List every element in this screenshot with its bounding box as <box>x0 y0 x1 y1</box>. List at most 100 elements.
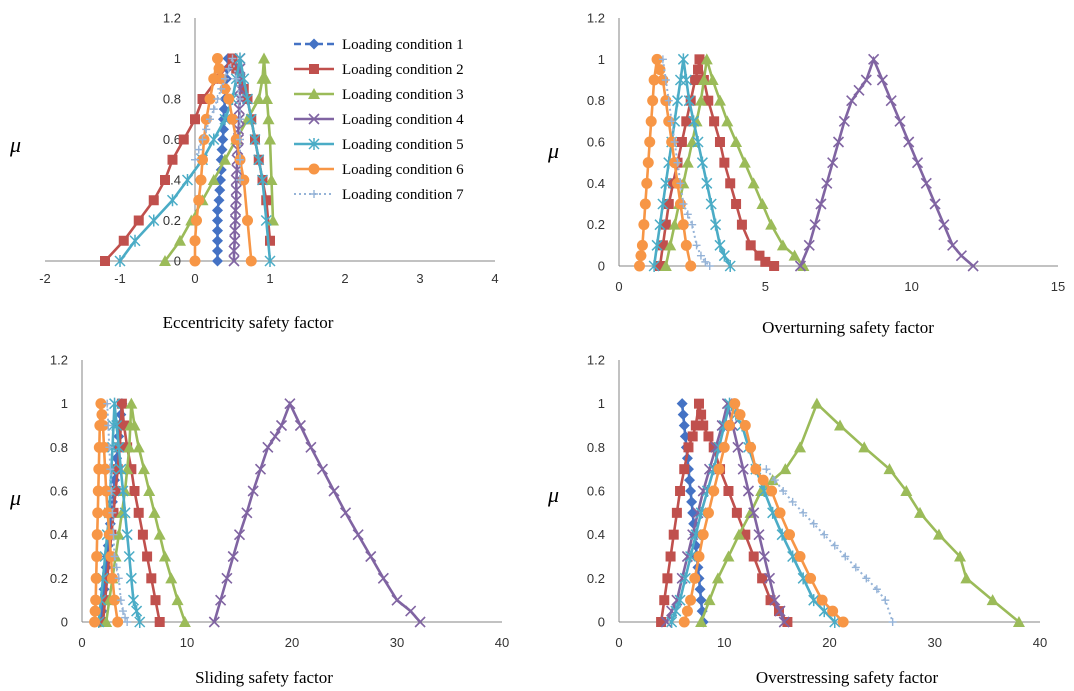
data-point <box>236 135 244 144</box>
data-point <box>677 409 689 421</box>
data-point <box>223 93 235 105</box>
data-point <box>666 616 678 628</box>
data-point <box>195 174 207 186</box>
data-point <box>229 214 242 227</box>
data-point <box>656 617 667 627</box>
data-point <box>648 74 660 86</box>
y-tick-label: 0.6 <box>587 135 605 150</box>
x-tick-label: 20 <box>822 635 836 650</box>
data-point <box>688 115 700 128</box>
data-point <box>681 116 692 127</box>
data-point <box>647 95 659 107</box>
data-point <box>724 260 736 272</box>
series-6 <box>678 398 849 628</box>
data-point <box>816 594 828 606</box>
legend-item: Loading condition 7 <box>294 187 464 203</box>
data-point <box>414 616 426 628</box>
data-point <box>853 84 865 96</box>
chart-panel-4: 0 10 20 30 40 0 0.2 0.4 0.6 0.8 1 1.2 μ Overstressing… <box>547 353 1047 688</box>
legend-marker <box>308 138 320 150</box>
data-point <box>758 550 770 563</box>
data-point <box>799 508 808 517</box>
data-point <box>774 507 786 519</box>
legend-marker <box>308 88 320 99</box>
data-point <box>97 420 109 431</box>
data-point <box>719 157 730 168</box>
data-point <box>757 573 768 584</box>
data-point <box>214 184 226 196</box>
data-point <box>238 72 250 85</box>
data-point <box>111 419 123 432</box>
data-point <box>729 398 741 410</box>
data-point <box>671 507 682 518</box>
data-point <box>109 530 118 539</box>
data-point <box>146 573 157 584</box>
data-point <box>275 419 288 432</box>
legend-label: Loading condition 3 <box>342 87 464 103</box>
data-point <box>664 96 673 105</box>
legend: Loading condition 1 Loading condition 2 Lo… <box>294 37 464 203</box>
x-tick-label: 0 <box>191 271 198 286</box>
legend-label: Loading condition 6 <box>342 162 464 178</box>
data-point <box>294 419 306 432</box>
data-point <box>724 420 736 431</box>
data-point <box>659 260 672 271</box>
data-point <box>103 399 112 408</box>
y-axis-label: μ <box>547 482 559 507</box>
data-point <box>723 486 734 496</box>
data-point <box>678 420 690 431</box>
series-line <box>799 55 974 267</box>
data-point <box>677 219 689 231</box>
data-point <box>894 115 906 127</box>
data-point <box>885 95 897 107</box>
data-point <box>635 250 647 262</box>
data-point <box>762 465 771 474</box>
legend-label: Loading condition 7 <box>342 187 464 203</box>
data-point <box>788 497 797 506</box>
data-point <box>692 241 701 250</box>
data-point <box>228 54 237 63</box>
data-point <box>90 572 102 584</box>
data-point <box>123 550 135 563</box>
data-point <box>714 137 725 147</box>
y-tick-label: 0.6 <box>50 484 68 499</box>
data-point <box>249 133 261 146</box>
data-point <box>133 507 144 518</box>
x-tick-label: 2 <box>341 271 348 286</box>
y-tick-label: 0.6 <box>163 132 181 147</box>
data-point <box>127 594 139 607</box>
data-point <box>160 175 170 185</box>
x-tick-label: 10 <box>904 279 918 294</box>
data-point <box>247 485 259 497</box>
data-point <box>213 63 225 75</box>
data-point <box>830 541 839 550</box>
data-point <box>827 605 839 617</box>
data-point <box>213 194 225 206</box>
series-line <box>213 400 422 623</box>
data-point <box>103 529 115 541</box>
data-point <box>681 605 693 617</box>
data-point <box>95 398 107 410</box>
data-point <box>810 397 823 409</box>
data-point <box>181 174 194 186</box>
data-point <box>265 174 278 185</box>
data-point <box>208 133 220 146</box>
data-point <box>883 463 896 475</box>
data-point <box>230 184 242 196</box>
data-point <box>745 240 756 251</box>
data-point <box>674 594 686 607</box>
data-point <box>679 464 690 475</box>
data-point <box>193 194 205 206</box>
data-point <box>690 420 701 431</box>
y-tick-label: 1 <box>598 52 605 67</box>
data-point <box>657 240 668 251</box>
data-point <box>809 519 818 528</box>
data-point <box>131 605 143 618</box>
data-point <box>233 529 246 541</box>
chart-panel-3: 0 10 20 30 40 0 0.2 0.4 0.6 0.8 1 1.2 μ Sliding safet… <box>9 353 509 688</box>
data-point <box>129 486 140 496</box>
x-tick-label: 10 <box>180 635 194 650</box>
data-point <box>118 235 129 246</box>
data-point <box>815 198 827 210</box>
y-axis-label: μ <box>9 132 21 157</box>
